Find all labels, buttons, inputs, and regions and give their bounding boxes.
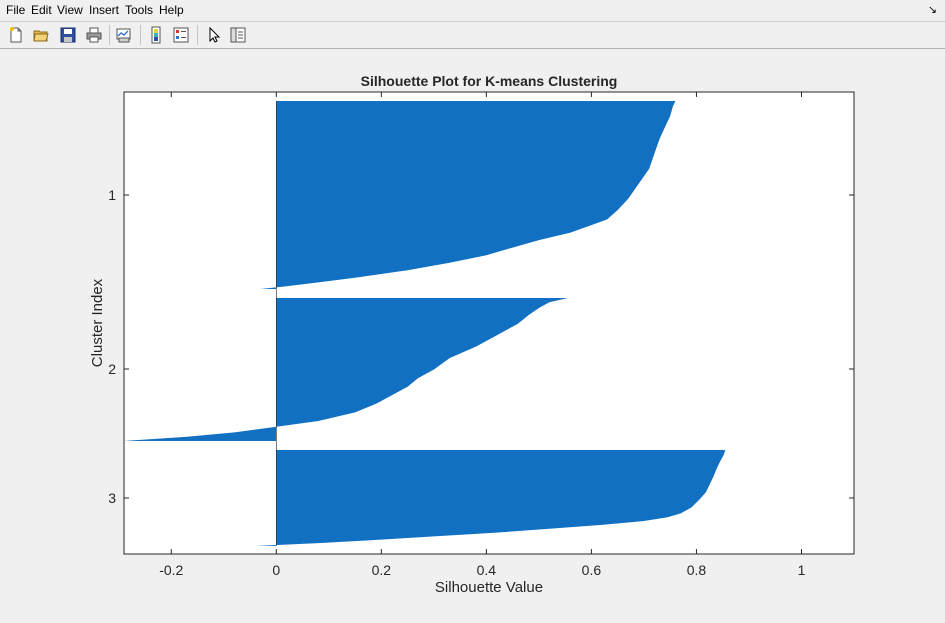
figure-toolbar	[0, 22, 945, 49]
new-figure-icon[interactable]	[7, 26, 25, 44]
show-plot-tools-icon[interactable]	[229, 26, 247, 44]
link-plot-icon[interactable]	[115, 26, 133, 44]
x-tick-label: -0.2	[159, 562, 183, 578]
undock-arrow-icon[interactable]: ↘	[927, 4, 937, 16]
y-tick-label: 1	[108, 187, 116, 203]
x-tick-label: 0.8	[687, 562, 707, 578]
axis-ticks: -0.2 0 0.2 0.4 0.6 0.8 1 1 2 3	[108, 92, 854, 578]
toolbar-separator	[109, 25, 110, 45]
chart-title: Silhouette Plot for K-means Clustering	[361, 73, 618, 89]
menu-view[interactable]: View	[57, 3, 83, 17]
print-icon[interactable]	[85, 26, 103, 44]
y-axis-label: Cluster Index	[89, 278, 106, 367]
toolbar-separator	[197, 25, 198, 45]
x-tick-label: 0	[272, 562, 280, 578]
toolbar-separator	[140, 25, 141, 45]
y-tick-label: 2	[108, 361, 116, 377]
x-tick-label: 1	[798, 562, 806, 578]
axes-box	[123, 91, 855, 555]
save-icon[interactable]	[59, 26, 77, 44]
menu-tools[interactable]: Tools	[125, 3, 154, 17]
x-tick-label: 0.6	[582, 562, 602, 578]
figure-canvas: -0.2 0 0.2 0.4 0.6 0.8 1 1 2 3 Silhouette Plot fo…	[0, 49, 945, 618]
edit-plot-pointer-icon[interactable]	[205, 26, 223, 44]
x-tick-label: 0.2	[372, 562, 392, 578]
insert-colorbar-icon[interactable]	[147, 26, 165, 44]
menu-help[interactable]: Help	[159, 3, 184, 17]
silhouette-cluster-2	[124, 298, 568, 441]
y-tick-label: 3	[108, 490, 116, 506]
x-axis-label: Silhouette Value	[435, 579, 543, 596]
silhouette-cluster-1	[260, 101, 676, 289]
open-file-icon[interactable]	[32, 26, 50, 44]
menu-edit[interactable]: Edit	[31, 3, 52, 17]
silhouette-bars	[124, 101, 726, 546]
x-tick-label: 0.4	[477, 562, 497, 578]
menu-file[interactable]: File	[6, 3, 26, 17]
menu-insert[interactable]: Insert	[89, 3, 120, 17]
insert-legend-icon[interactable]	[172, 26, 190, 44]
menu-bar: File Edit View Insert Tools Help ↘	[0, 0, 945, 22]
silhouette-cluster-3	[255, 450, 726, 546]
silhouette-chart[interactable]: -0.2 0 0.2 0.4 0.6 0.8 1 1 2 3 Silhouette Plot fo…	[0, 49, 945, 618]
